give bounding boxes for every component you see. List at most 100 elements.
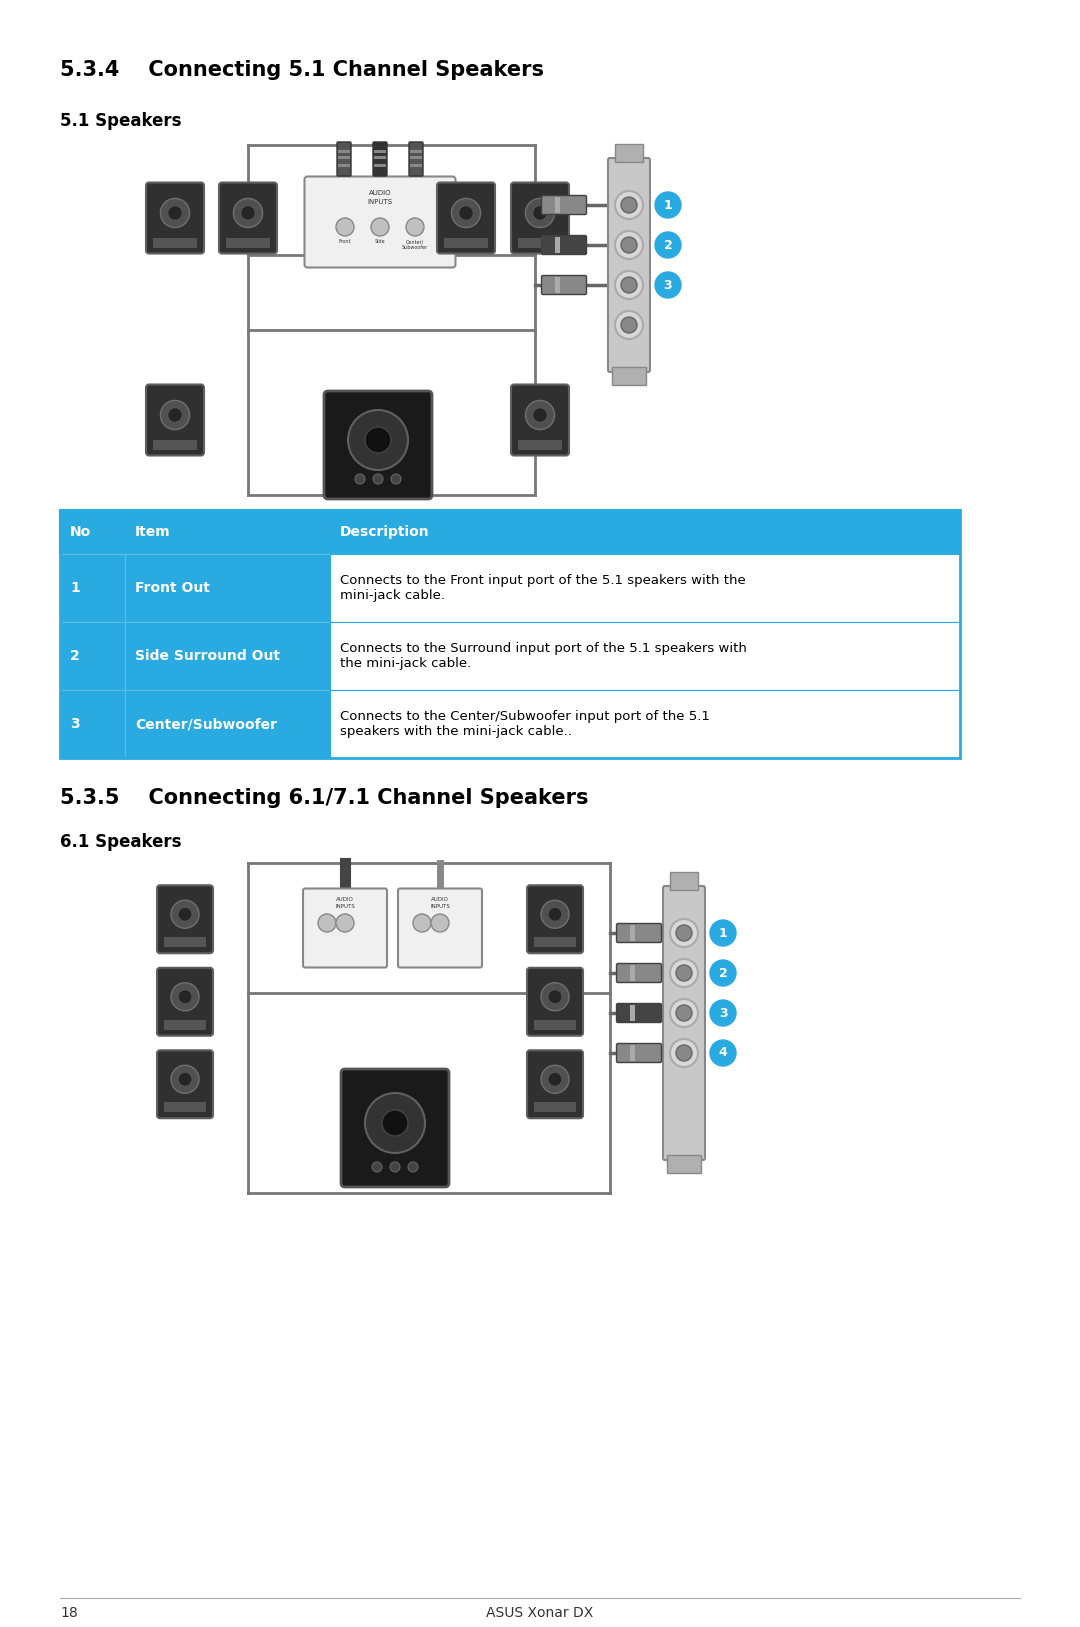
Circle shape [710, 1001, 735, 1027]
Circle shape [615, 272, 643, 299]
FancyBboxPatch shape [541, 195, 586, 215]
Bar [338, 156, 350, 159]
Circle shape [670, 919, 698, 947]
Bar [555, 197, 561, 213]
Bar [670, 872, 698, 890]
FancyBboxPatch shape [617, 924, 661, 942]
Circle shape [167, 408, 183, 423]
Bar [330, 690, 960, 758]
Circle shape [621, 317, 637, 334]
Text: Center/
Subwoofer: Center/ Subwoofer [402, 239, 428, 251]
Text: Front: Front [339, 239, 351, 244]
FancyBboxPatch shape [305, 176, 456, 267]
Circle shape [654, 192, 681, 218]
Text: No: No [70, 526, 91, 539]
FancyBboxPatch shape [337, 142, 351, 176]
FancyBboxPatch shape [617, 1043, 661, 1062]
Bar [125, 555, 330, 622]
Circle shape [413, 914, 431, 932]
Circle shape [541, 900, 569, 929]
FancyBboxPatch shape [341, 1069, 449, 1188]
Text: 1: 1 [718, 926, 727, 939]
Bar [338, 164, 350, 168]
Text: 3: 3 [718, 1007, 727, 1020]
Bar [518, 439, 562, 449]
Text: Center/Subwoofer: Center/Subwoofer [135, 718, 276, 731]
Bar [667, 1155, 701, 1173]
Bar [60, 509, 960, 555]
Circle shape [670, 958, 698, 988]
Circle shape [621, 238, 637, 254]
Circle shape [526, 198, 554, 228]
Bar [338, 150, 350, 153]
FancyBboxPatch shape [511, 384, 569, 456]
Text: INPUTS: INPUTS [430, 903, 450, 908]
Text: 3: 3 [664, 278, 673, 291]
Text: 3: 3 [70, 718, 80, 731]
Bar [534, 1020, 576, 1030]
Circle shape [676, 1045, 692, 1061]
Circle shape [541, 1066, 569, 1093]
Bar [555, 238, 561, 254]
Circle shape [548, 989, 562, 1004]
Text: 1: 1 [663, 198, 673, 212]
Circle shape [348, 410, 408, 470]
Bar [630, 1005, 635, 1022]
Text: Connects to the Surround input port of the 5.1 speakers with
the mini-jack cable: Connects to the Surround input port of t… [340, 643, 747, 670]
Circle shape [676, 1005, 692, 1022]
Bar [630, 1045, 635, 1061]
Circle shape [178, 908, 192, 921]
Circle shape [365, 426, 391, 452]
Circle shape [171, 1066, 199, 1093]
Bar [410, 150, 422, 153]
Circle shape [408, 1162, 418, 1171]
Bar [330, 555, 960, 622]
Bar [153, 439, 197, 449]
Circle shape [178, 1072, 192, 1087]
Circle shape [171, 983, 199, 1010]
FancyBboxPatch shape [541, 236, 586, 254]
Circle shape [654, 272, 681, 298]
FancyBboxPatch shape [324, 390, 432, 499]
Circle shape [161, 198, 190, 228]
Circle shape [710, 919, 735, 945]
Text: Description: Description [340, 526, 430, 539]
Bar [164, 1020, 206, 1030]
Circle shape [710, 960, 735, 986]
FancyBboxPatch shape [527, 1051, 583, 1118]
FancyBboxPatch shape [157, 1051, 213, 1118]
Text: Side: Side [375, 239, 386, 244]
FancyBboxPatch shape [663, 887, 705, 1160]
Bar [518, 238, 562, 247]
FancyBboxPatch shape [608, 158, 650, 373]
Bar [630, 926, 635, 940]
Text: 4: 4 [718, 1046, 727, 1059]
Circle shape [676, 965, 692, 981]
Text: Item: Item [135, 526, 171, 539]
Text: 5.1 Speakers: 5.1 Speakers [60, 112, 181, 130]
Bar [164, 1101, 206, 1113]
Bar [374, 150, 386, 153]
Circle shape [373, 473, 383, 483]
Circle shape [670, 1040, 698, 1067]
Circle shape [459, 205, 473, 220]
Bar [534, 1101, 576, 1113]
Circle shape [233, 198, 262, 228]
Text: AUDIO: AUDIO [368, 189, 391, 195]
Circle shape [365, 1093, 426, 1154]
Bar [612, 368, 646, 386]
Bar [164, 937, 206, 947]
Circle shape [548, 908, 562, 921]
Bar [226, 238, 270, 247]
Text: 2: 2 [70, 649, 80, 662]
Bar [630, 965, 635, 981]
Circle shape [318, 914, 336, 932]
Circle shape [372, 218, 389, 236]
FancyBboxPatch shape [437, 182, 495, 254]
Circle shape [171, 900, 199, 929]
Bar [330, 622, 960, 690]
Text: 5.3.4    Connecting 5.1 Channel Speakers: 5.3.4 Connecting 5.1 Channel Speakers [60, 60, 544, 80]
Circle shape [406, 218, 424, 236]
FancyBboxPatch shape [527, 968, 583, 1036]
Bar [60, 509, 960, 758]
